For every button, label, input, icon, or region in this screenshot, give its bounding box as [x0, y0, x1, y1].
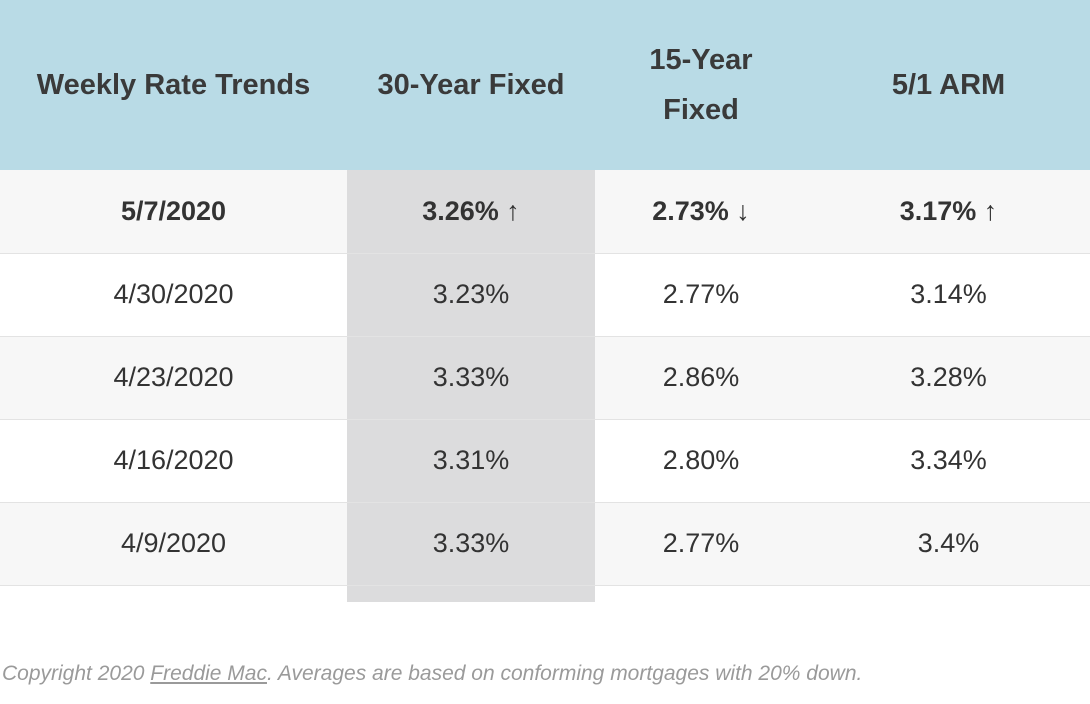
row-date: 4/16/2020 [113, 445, 234, 475]
row-30-year-fixed: 3.31% [347, 419, 595, 502]
row-15-year-fixed: 2.77% [662, 279, 740, 309]
copyright-footer: Copyright 2020 Freddie Mac. Averages are… [2, 662, 862, 686]
rate-trends-table-wrapper: Weekly Rate Trends 30-Year Fixed 15-Year… [0, 0, 1090, 602]
table-row: 4/9/2020 3.33% 2.77% 3.4% [0, 502, 1090, 585]
freddie-mac-link[interactable]: Freddie Mac [150, 662, 267, 685]
row-date: 4/23/2020 [113, 362, 234, 392]
row-15-year-fixed: 2.86% [662, 362, 740, 392]
row-15-year-fixed: 2.73% ↓ [652, 195, 750, 226]
header-weekly-rate-trends: Weekly Rate Trends [36, 69, 311, 101]
table-row: 4/23/2020 3.33% 2.86% 3.28% [0, 336, 1090, 419]
rate-trends-table: Weekly Rate Trends 30-Year Fixed 15-Year… [0, 0, 1090, 585]
table-header: Weekly Rate Trends 30-Year Fixed 15-Year… [0, 0, 1090, 170]
header-15-year-fixed-label: 15-Year Fixed [649, 44, 753, 126]
row-5-1-arm: 3.4% [917, 528, 980, 558]
row-date: 4/30/2020 [113, 279, 234, 309]
row-date: 4/9/2020 [120, 528, 227, 558]
row-5-1-arm: 3.28% [910, 362, 987, 392]
row-5-1-arm: 3.14% [910, 279, 987, 309]
row-5-1-arm: 3.17% ↑ [899, 195, 998, 226]
row-15-year-fixed: 2.80% [662, 445, 740, 475]
table-row: 4/16/2020 3.31% 2.80% 3.34% [0, 419, 1090, 502]
header-15-year-fixed: 15-Year Fixed [595, 0, 807, 170]
table-body: 5/7/2020 3.26% ↑ 2.73% ↓ 3.17% ↑ 4/30/20… [0, 170, 1090, 585]
row-date: 5/7/2020 [120, 195, 227, 226]
table-row: 4/30/2020 3.23% 2.77% 3.14% [0, 253, 1090, 336]
header-5-1-arm: 5/1 ARM [891, 69, 1006, 101]
footer-prefix: Copyright 2020 [2, 662, 151, 685]
row-30-year-fixed: 3.26% ↑ [347, 170, 595, 253]
row-30-year-fixed: 3.33% [347, 336, 595, 419]
row-30-year-fixed: 3.23% [347, 253, 595, 336]
footer-suffix: . Averages are based on conforming mortg… [266, 662, 863, 685]
header-30-year-fixed: 30-Year Fixed [377, 69, 565, 101]
table-row: 5/7/2020 3.26% ↑ 2.73% ↓ 3.17% ↑ [0, 170, 1090, 253]
row-15-year-fixed: 2.77% [662, 528, 740, 558]
row-30-year-fixed: 3.33% [347, 502, 595, 585]
row-5-1-arm: 3.34% [910, 445, 987, 475]
header-row: Weekly Rate Trends 30-Year Fixed 15-Year… [0, 0, 1090, 170]
